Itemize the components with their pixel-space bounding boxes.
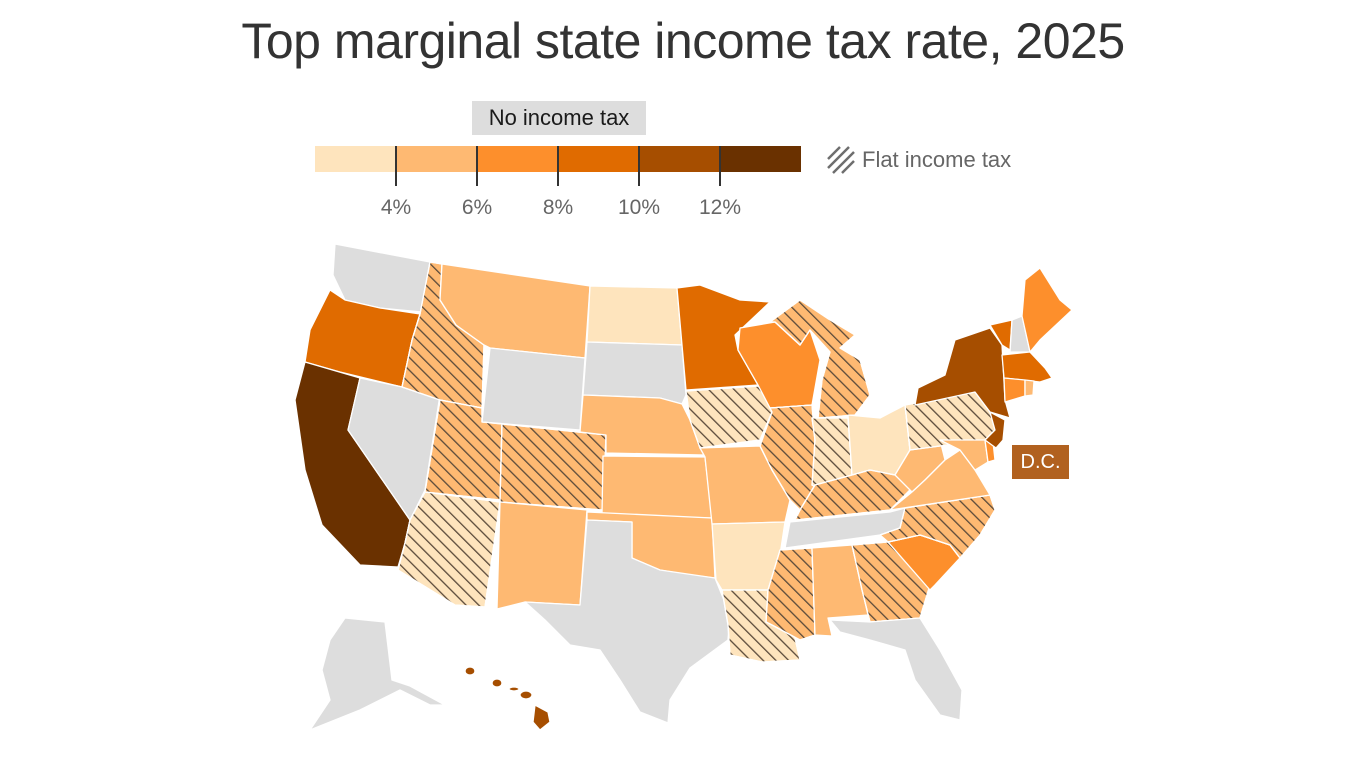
legend-tick-label: 8% <box>542 196 574 219</box>
hatch-swatch-icon <box>827 146 855 174</box>
state-VA[interactable] <box>889 449 991 511</box>
legend-tick-label: 10% <box>617 196 661 219</box>
legend-flat-income-tax: Flat income tax <box>826 145 1011 175</box>
legend-bin-lt4 <box>315 146 396 172</box>
legend-tick <box>476 146 478 186</box>
flat-income-tax-label: Flat income tax <box>862 147 1012 172</box>
legend-bin-10-12 <box>639 146 720 172</box>
state-TX[interactable] <box>524 519 731 724</box>
legend-tick <box>638 146 640 186</box>
state-MN[interactable] <box>676 284 771 391</box>
state-HI[interactable] <box>464 666 551 731</box>
legend-tick-label: 4% <box>380 196 412 219</box>
legend-tick <box>719 146 721 186</box>
legend-tick-label: 12% <box>698 196 742 219</box>
legend-bin-6-8 <box>477 146 558 172</box>
legend-tick <box>557 146 559 186</box>
legend-tick-label: 6% <box>461 196 493 219</box>
legend-no-income-tax: No income tax <box>472 101 646 135</box>
state-MD[interactable] <box>939 439 989 471</box>
state-ND[interactable] <box>586 285 683 346</box>
state-MA[interactable] <box>1001 351 1053 383</box>
dc-label: D.C. <box>1012 445 1069 479</box>
state-RI[interactable] <box>1024 379 1035 397</box>
state-SD[interactable] <box>582 341 687 405</box>
state-CT[interactable] <box>1003 377 1026 403</box>
legend-bin-4-6 <box>396 146 477 172</box>
legend-bin-8-10 <box>558 146 639 172</box>
state-NM[interactable] <box>496 501 588 610</box>
state-NJ[interactable] <box>984 411 1006 449</box>
state-AK[interactable] <box>309 617 446 731</box>
legend-tick <box>395 146 397 186</box>
legend-color-scale <box>315 146 801 172</box>
state-KS[interactable] <box>601 455 713 519</box>
state-ME[interactable] <box>1021 267 1073 353</box>
legend-bin-gt12 <box>720 146 801 172</box>
chart-title: Top marginal state income tax rate, 2025 <box>241 13 1125 69</box>
state-WY[interactable] <box>481 347 586 431</box>
state-FL[interactable] <box>829 617 963 721</box>
